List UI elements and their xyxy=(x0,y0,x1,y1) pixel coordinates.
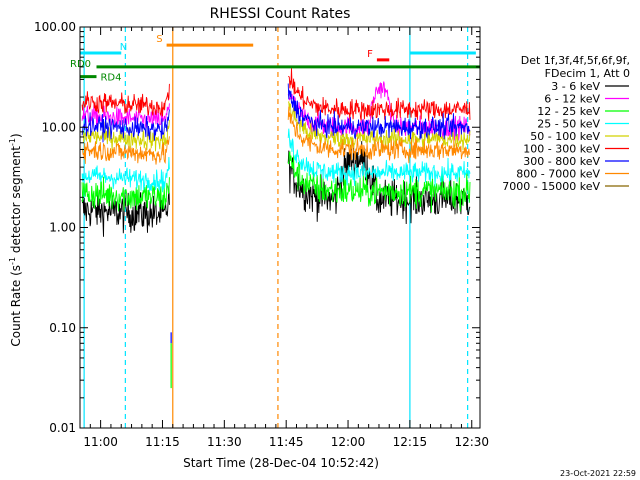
series-line-1-seg-1 xyxy=(287,81,471,141)
x-axis-label: Start Time (28-Dec-04 10:52:42) xyxy=(183,456,379,470)
legend-label-2: 12 - 25 keV xyxy=(537,105,600,118)
series-line-3-seg-0 xyxy=(81,156,170,193)
y-tick-label-4: 0.01 xyxy=(49,421,76,435)
x-tick-label-6: 12:30 xyxy=(454,435,489,449)
plot-content xyxy=(81,27,471,428)
legend-label-0: 3 - 6 keV xyxy=(551,80,600,93)
y-axis-label-text: Count Rate (s-1 detector segment-1) xyxy=(8,133,23,346)
x-tick-label-5: 12:15 xyxy=(393,435,428,449)
flag-label-2: S xyxy=(156,34,162,45)
x-tick-label-0: 11:00 xyxy=(83,435,118,449)
legend-header-line-1: Det 1f,3f,4f,5f,6f,9f, xyxy=(521,54,630,67)
plot-area xyxy=(80,27,480,428)
chart-title: RHESSI Count Rates xyxy=(210,6,351,22)
y-axis-label: Count Rate (s-1 detector segment-1) xyxy=(8,133,23,346)
y-axis-label-part1: Count Rate (s xyxy=(9,265,23,347)
legend-header-line-2: FDecim 1, Att 0 xyxy=(545,67,630,80)
legend-label-8: 7000 - 15000 keV xyxy=(502,180,600,193)
legend-label-6: 300 - 800 keV xyxy=(523,155,600,168)
flag-label-3: F xyxy=(367,49,373,60)
series-line-0-seg-1 xyxy=(287,141,471,225)
y-axis-label-part3: ) xyxy=(9,133,23,138)
series-line-7-seg-0 xyxy=(81,136,170,165)
footer-timestamp: 23-Oct-2021 22:59 xyxy=(560,469,636,478)
legend-label-7: 800 - 7000 keV xyxy=(516,168,600,181)
legend: Det 1f,3f,4f,5f,6f,9f, FDecim 1, Att 0 3… xyxy=(502,54,630,193)
x-tick-label-4: 12:00 xyxy=(331,435,366,449)
legend-label-5: 100 - 300 keV xyxy=(523,143,600,156)
y-tick-label-1: 10.00 xyxy=(42,120,76,134)
flag-label-0: N xyxy=(120,42,127,53)
x-tick-label-3: 11:45 xyxy=(269,435,304,449)
y-axis-label-sup1: -1 xyxy=(8,257,17,265)
series-line-6-seg-0 xyxy=(81,109,170,143)
x-tick-label-2: 11:30 xyxy=(207,435,242,449)
series-line-3-seg-1 xyxy=(287,128,471,187)
y-axis-label-sup2: -1 xyxy=(8,138,17,146)
axes: N S F RD0 RD4 100.00 10.00 1.00 0.10 0.01 11:00 11:… xyxy=(34,20,489,449)
series-line-7-seg-1 xyxy=(287,106,471,164)
series-line-0-seg-0 xyxy=(81,185,170,237)
series-line-5-seg-1 xyxy=(288,68,471,122)
y-tick-label-0: 100.00 xyxy=(34,20,76,34)
y-axis-label-part2: detector segment xyxy=(9,146,23,257)
series-line-2-seg-1 xyxy=(287,151,471,213)
plot-frame xyxy=(79,26,481,429)
flag-label-4: RD0 xyxy=(70,59,91,70)
series-line-4-seg-1 xyxy=(287,100,471,152)
x-tick-label-1: 11:15 xyxy=(145,435,180,449)
y-tick-label-2: 1.00 xyxy=(49,221,76,235)
flag-label-5: RD4 xyxy=(100,73,121,84)
y-tick-label-3: 0.10 xyxy=(49,321,76,335)
legend-label-4: 50 - 100 keV xyxy=(530,130,600,143)
legend-label-1: 6 - 12 keV xyxy=(544,93,600,106)
series-line-5-seg-0 xyxy=(81,83,170,117)
series-line-6-seg-1 xyxy=(287,83,471,140)
series-line-2-seg-0 xyxy=(81,176,170,212)
legend-label-3: 25 - 50 keV xyxy=(537,118,600,131)
